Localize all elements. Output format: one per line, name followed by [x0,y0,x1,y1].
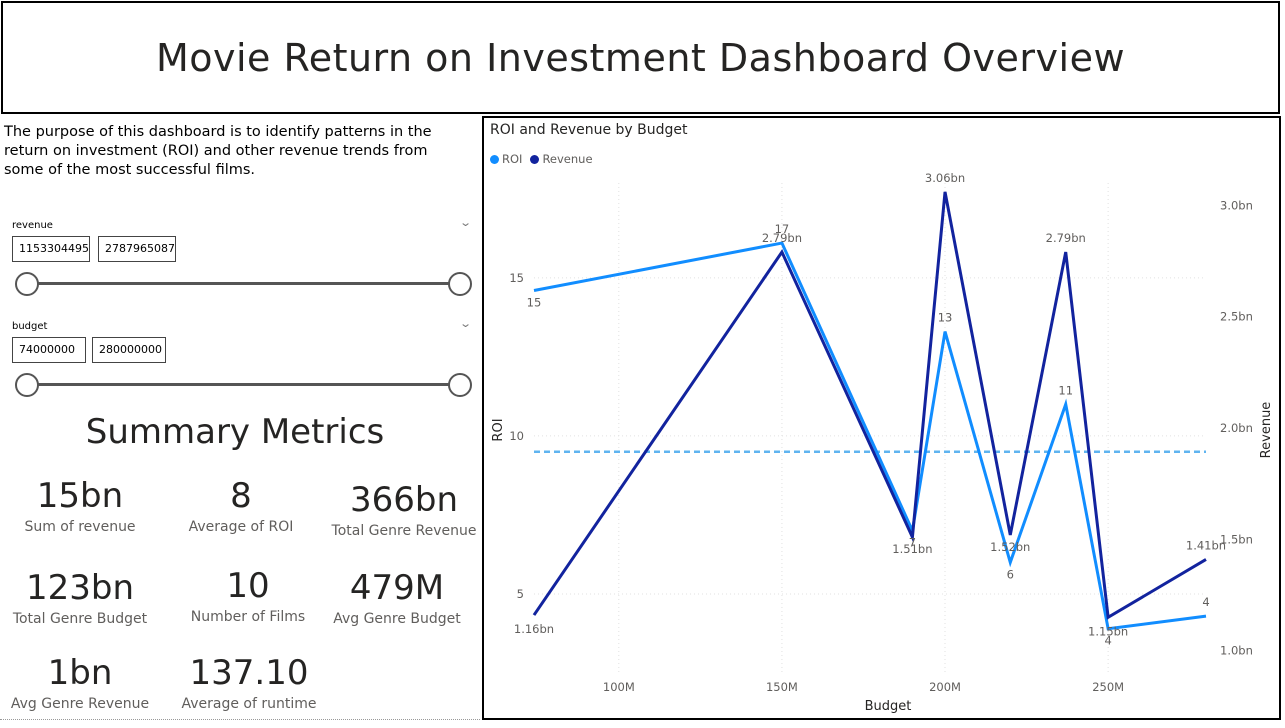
y-tick-label: 5 [517,587,524,601]
legend-label-revenue: Revenue [542,152,593,166]
metric-total-genre-revenue: 366bn Total Genre Revenue [324,480,484,540]
budget-slider-track[interactable] [26,383,460,386]
y-tick-label: 15 [509,271,524,285]
budget-slicer-label: budget [12,321,48,332]
data-label-roi: 4 [1104,634,1111,648]
legend-item-revenue[interactable]: Revenue [530,152,593,166]
metric-avg-genre-revenue: 1bn Avg Genre Revenue [0,653,160,713]
intro-text: The purpose of this dashboard is to iden… [4,124,432,178]
metric-label: Total Genre Budget [12,611,148,627]
chevron-down-icon[interactable]: ⌄ [458,317,472,330]
left-panel: The purpose of this dashboard is to iden… [0,116,482,728]
revenue-slicer-label: revenue [12,220,53,231]
x-tick-label: 100M [603,680,635,694]
y2-tick-label: 2.0bn [1220,421,1253,435]
page-title: Movie Return on Investment Dashboard Ove… [155,35,1126,80]
x-axis-title: Budget [865,699,912,714]
panel-divider [0,719,480,720]
data-label-revenue: 1.52bn [990,540,1030,554]
metric-label: Avg Genre Revenue [10,696,150,712]
metric-label: Average of runtime [181,696,317,712]
y-axis-title: ROI [491,418,506,441]
metric-average-roi: 8 Average of ROI [161,476,321,536]
legend-dot-icon [530,154,540,164]
x-tick-label: 150M [766,680,798,694]
roi-revenue-chart[interactable]: ROI and Revenue by Budget ROI Revenue 10… [482,116,1281,720]
data-label-roi: 4 [1202,595,1209,609]
metric-value: 123bn [25,568,135,608]
legend-label-roi: ROI [502,152,523,166]
dashboard-title-box: Movie Return on Investment Dashboard Ove… [1,1,1280,114]
metric-value: 15bn [36,476,124,516]
metric-value: 8 [230,476,252,516]
budget-min-input[interactable]: 74000000 [12,337,86,363]
data-label-roi: 7 [909,536,916,550]
metric-value: 137.10 [189,653,309,693]
summary-metrics-title: Summary Metrics [85,412,385,452]
revenue-slider-min-handle[interactable] [15,272,39,296]
y2-tick-label: 1.0bn [1220,644,1253,658]
x-tick-label: 250M [1092,680,1124,694]
legend-item-roi[interactable]: ROI [490,152,522,166]
metric-label: Sum of revenue [24,519,136,535]
budget-slider-max-handle[interactable] [448,373,472,397]
metric-label: Total Genre Revenue [331,523,477,539]
revenue-slicer[interactable]: revenue ⌄ 1153304495 2787965087 [12,216,474,310]
data-label-roi: 15 [527,295,542,309]
data-label-revenue: 2.79bn [762,231,802,245]
x-tick-label: 200M [929,680,961,694]
data-label-revenue: 2.79bn [1046,231,1086,245]
chart-title: ROI and Revenue by Budget [490,122,688,138]
metric-label: Number of Films [190,609,306,625]
metric-value: 366bn [349,480,459,520]
data-label-roi: 13 [938,311,953,325]
metric-value: 1bn [47,653,113,693]
revenue-slider-track[interactable] [26,282,460,285]
budget-max-input[interactable]: 280000000 [92,337,166,363]
legend-dot-icon [490,154,499,164]
data-label-revenue: 1.15bn [1088,624,1128,638]
metric-avg-genre-budget: 479M Avg Genre Budget [317,568,477,628]
chart-legend: ROI Revenue [490,152,593,166]
metric-label: Average of ROI [188,519,294,535]
chart-plot-area[interactable]: 100M 150M 200M 250M 5 10 15 1.0bn 1.5bn 2.0bn 2.5b… [484,118,1279,718]
data-label-roi: 11 [1058,383,1073,397]
metric-value: 10 [226,566,270,606]
revenue-max-input[interactable]: 2787965087 [98,236,176,262]
metric-label: Avg Genre Budget [333,611,461,627]
metric-total-genre-budget: 123bn Total Genre Budget [0,568,160,628]
series-line-revenue [532,191,1207,620]
metric-sum-revenue: 15bn Sum of revenue [0,476,160,536]
metric-number-of-films: 10 Number of Films [168,566,328,626]
y-tick-label: 10 [509,429,524,443]
revenue-min-input[interactable]: 1153304495 [12,236,90,262]
data-label-revenue: 1.51bn [892,542,932,556]
y2-tick-label: 1.5bn [1220,532,1253,546]
metric-average-runtime: 137.10 Average of runtime [169,653,329,713]
y2-axis-title: Revenue [1259,402,1274,459]
data-label-revenue: 1.16bn [514,622,554,636]
data-label-revenue: 3.06bn [925,171,965,185]
data-label-roi: 17 [775,222,790,236]
y2-tick-label: 3.0bn [1220,198,1253,212]
data-label-revenue: 1.41bn [1186,538,1226,552]
data-label-roi: 6 [1007,567,1014,581]
chevron-down-icon[interactable]: ⌄ [458,216,472,229]
budget-slicer[interactable]: budget ⌄ 74000000 280000000 [12,317,474,411]
budget-slider-min-handle[interactable] [15,373,39,397]
y2-tick-label: 2.5bn [1220,310,1253,324]
metric-value: 479M [349,568,445,608]
series-line-roi [533,241,1207,631]
revenue-slider-max-handle[interactable] [448,272,472,296]
